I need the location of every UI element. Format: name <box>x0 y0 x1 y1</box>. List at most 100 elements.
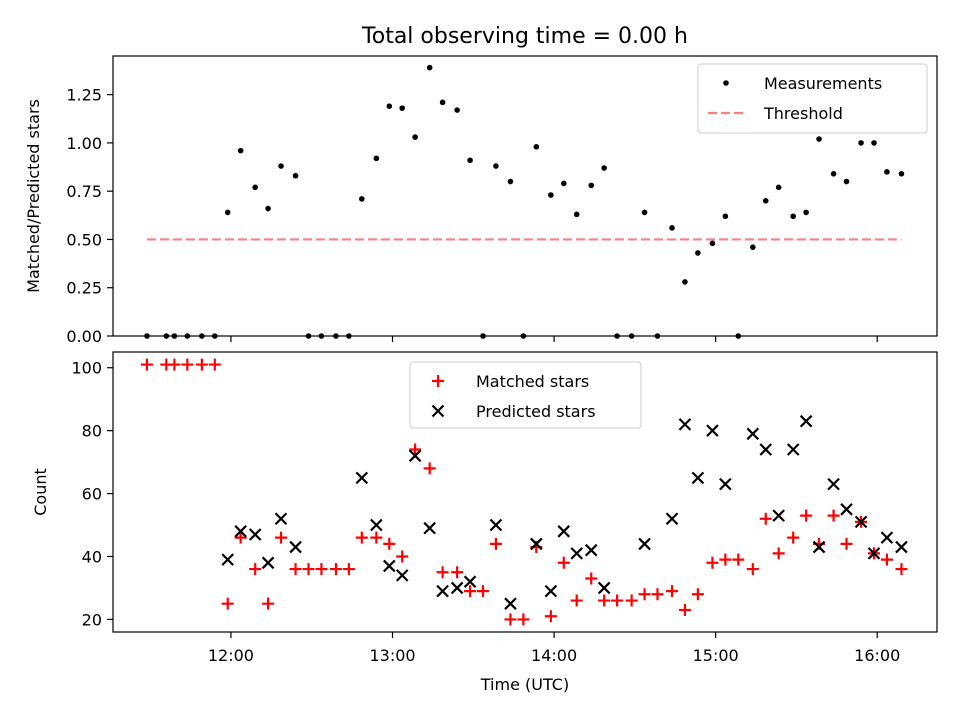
data-point <box>504 597 517 610</box>
data-point <box>408 449 422 463</box>
data-point <box>625 594 638 607</box>
y-tick-label: 0.50 <box>66 230 102 249</box>
data-point <box>812 540 826 554</box>
y-tick-label: 100 <box>71 359 102 378</box>
data-point <box>654 333 661 339</box>
data-point <box>867 547 881 560</box>
data-point <box>208 358 221 371</box>
y-axis-label: Count <box>31 468 50 516</box>
data-point <box>746 563 759 576</box>
data-point <box>517 613 530 626</box>
data-point <box>691 471 705 485</box>
data-point <box>880 531 894 544</box>
data-point <box>585 572 598 585</box>
data-point <box>355 531 368 544</box>
data-point <box>370 518 383 532</box>
data-point <box>827 509 840 522</box>
data-point <box>827 477 840 491</box>
data-point <box>395 569 409 582</box>
data-point <box>884 169 890 175</box>
data-point <box>305 333 312 339</box>
data-point <box>746 427 760 441</box>
data-point <box>800 509 813 522</box>
data-point <box>570 547 583 560</box>
data-point <box>489 518 503 532</box>
data-point <box>709 240 716 247</box>
x-tick-label: 14:00 <box>531 646 577 665</box>
data-point <box>719 477 732 491</box>
ratio-panel: 0.00 0.25 0.50 0.75 1.00 1.25 Matched/Predicte… <box>24 55 938 346</box>
data-point <box>830 170 837 177</box>
data-point <box>772 509 785 522</box>
data-point <box>221 597 234 610</box>
data-point <box>399 105 406 111</box>
y-tick-label: 0.75 <box>66 182 102 201</box>
data-point <box>463 575 477 588</box>
y-tick-label: 40 <box>82 547 102 566</box>
data-point <box>880 553 893 566</box>
data-point <box>722 213 729 220</box>
data-point <box>451 566 464 579</box>
data-point <box>601 165 607 171</box>
data-point <box>735 333 742 339</box>
data-point <box>611 594 624 607</box>
data-point <box>533 143 540 150</box>
data-point <box>195 358 208 371</box>
data-point <box>342 563 355 576</box>
data-point <box>359 196 365 202</box>
data-point <box>436 566 449 579</box>
data-point <box>315 563 328 576</box>
legend-swatch <box>723 80 729 86</box>
data-point <box>775 184 782 191</box>
data-point <box>588 182 595 189</box>
data-point <box>706 556 719 569</box>
data-point <box>140 358 153 371</box>
legend-swatch <box>432 375 444 387</box>
y-tick-label: 0.00 <box>66 327 102 346</box>
data-point <box>666 585 679 598</box>
data-point <box>790 213 797 220</box>
data-point <box>261 556 275 570</box>
data-point <box>355 471 369 485</box>
data-point <box>719 553 732 566</box>
data-point <box>489 537 502 550</box>
data-point <box>695 250 701 256</box>
data-point <box>333 333 339 339</box>
data-point <box>292 172 299 179</box>
data-point <box>464 585 477 598</box>
data-point <box>199 333 205 339</box>
data-point <box>544 610 557 623</box>
data-point <box>871 140 877 146</box>
data-point <box>237 147 244 154</box>
x-tick-label: 16:00 <box>854 646 900 665</box>
data-point <box>895 540 908 554</box>
x-tick-label: 13:00 <box>369 646 415 665</box>
data-point <box>858 140 864 146</box>
data-point <box>318 333 325 339</box>
data-point <box>249 563 262 576</box>
data-point <box>373 155 380 162</box>
data-point <box>520 333 527 339</box>
legend: Matched stars Predicted stars <box>409 361 642 429</box>
data-point <box>560 180 567 187</box>
data-point <box>898 170 905 177</box>
data-point <box>181 358 194 371</box>
data-point <box>439 99 446 106</box>
data-point <box>248 528 262 541</box>
data-point <box>383 559 396 573</box>
data-point <box>493 163 499 169</box>
data-point <box>570 594 583 607</box>
data-point <box>614 333 620 339</box>
data-point <box>221 553 234 566</box>
axes-frame <box>112 351 938 633</box>
data-point <box>423 462 436 475</box>
y-tick-label: 0.25 <box>66 279 102 298</box>
y-axis-label: Matched/Predicted stars <box>24 99 43 293</box>
data-point <box>262 597 275 610</box>
y-tick-label: 1.00 <box>66 134 102 153</box>
legend-label: Predicted stars <box>476 402 596 421</box>
data-point <box>669 225 675 231</box>
data-point <box>678 418 692 431</box>
legend-label: Measurements <box>764 74 882 93</box>
